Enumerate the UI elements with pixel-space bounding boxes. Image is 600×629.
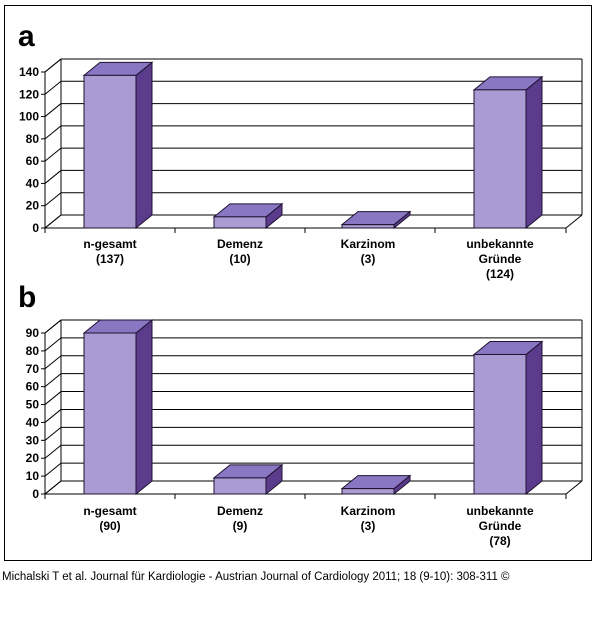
bar-front (213, 216, 267, 229)
y-tick-label: 120 (19, 87, 39, 101)
chart-panel-a: a 0 20 40 60 80 100 120 140 n-gesamt (137) Demenz (1… (18, 20, 583, 281)
bar-front (341, 224, 395, 229)
category-label: unbekannte Gründe (78) (466, 504, 534, 548)
grid-diagonal (44, 409, 62, 423)
y-tick-label: 50 (26, 398, 40, 412)
figure-caption: Michalski T et al. Journal für Kardiolog… (2, 571, 510, 583)
grid-diagonal (44, 147, 62, 162)
grid-diagonal (44, 80, 62, 95)
category-label: Karzinom (3) (341, 504, 396, 533)
bar (82, 61, 154, 230)
bar-side (525, 340, 543, 496)
bar-front (473, 353, 527, 495)
panel-label: b (18, 281, 36, 314)
floor-right-edge (565, 214, 583, 229)
y-tick-label: 60 (26, 154, 40, 168)
category-label: unbekannte Gründe (124) (466, 237, 534, 281)
grid-diagonal (44, 373, 62, 388)
y-tick-label: 0 (32, 487, 39, 501)
chart-panel-b: b 0 10 20 30 40 50 60 70 80 90 n-gesamt (90) Demenz (9… (18, 281, 583, 548)
grid-diagonal (44, 125, 62, 140)
grid-diagonal (44, 170, 62, 184)
grid-diagonal (44, 58, 62, 73)
category-label: Karzinom (3) (341, 237, 396, 266)
y-tick-label: 60 (26, 380, 40, 394)
bar-side (135, 61, 153, 230)
grid-diagonal (44, 355, 62, 370)
y-tick-label: 140 (19, 65, 39, 79)
grid-diagonal (44, 462, 62, 477)
bar (212, 463, 284, 496)
bar (340, 210, 412, 230)
y-tick-label: 80 (26, 344, 40, 358)
grid-diagonal (44, 480, 62, 495)
category-label: Demenz (9) (217, 504, 263, 533)
bar-side (135, 318, 153, 496)
category-label: Demenz (10) (217, 237, 263, 266)
panel-label: a (18, 20, 35, 53)
bar-front (341, 488, 395, 495)
y-tick-label: 90 (26, 326, 40, 340)
y-tick-label: 0 (32, 221, 39, 235)
y-tick-label: 10 (26, 469, 40, 483)
y-tick-label: 30 (26, 433, 40, 447)
bar (212, 202, 284, 230)
floor-right-edge (565, 480, 583, 495)
y-tick-label: 40 (26, 176, 40, 190)
bar (472, 75, 544, 230)
figure-frame (4, 5, 592, 561)
y-tick-label: 70 (26, 362, 40, 376)
grid-diagonal (44, 103, 62, 117)
y-tick-label: 20 (26, 451, 40, 465)
bar (472, 340, 544, 496)
grid-diagonal (44, 426, 62, 441)
grid-diagonal (44, 192, 62, 207)
bar-side (525, 75, 543, 230)
grid-diagonal (44, 391, 62, 405)
y-tick-label: 20 (26, 199, 40, 213)
bar-front (83, 74, 137, 229)
grid-diagonal (44, 319, 62, 334)
bar (340, 474, 412, 496)
y-tick-label: 40 (26, 415, 40, 429)
y-tick-label: 80 (26, 132, 40, 146)
bar-front (83, 332, 137, 495)
grid-diagonal (44, 214, 62, 229)
grid-diagonal (44, 444, 62, 459)
grid-diagonal (44, 337, 62, 352)
category-label: n-gesamt (90) (83, 504, 136, 533)
bar (82, 318, 154, 496)
bar-front (473, 89, 527, 229)
y-tick-label: 100 (19, 110, 39, 124)
category-label: n-gesamt (137) (83, 237, 136, 266)
bar-front (213, 477, 267, 495)
